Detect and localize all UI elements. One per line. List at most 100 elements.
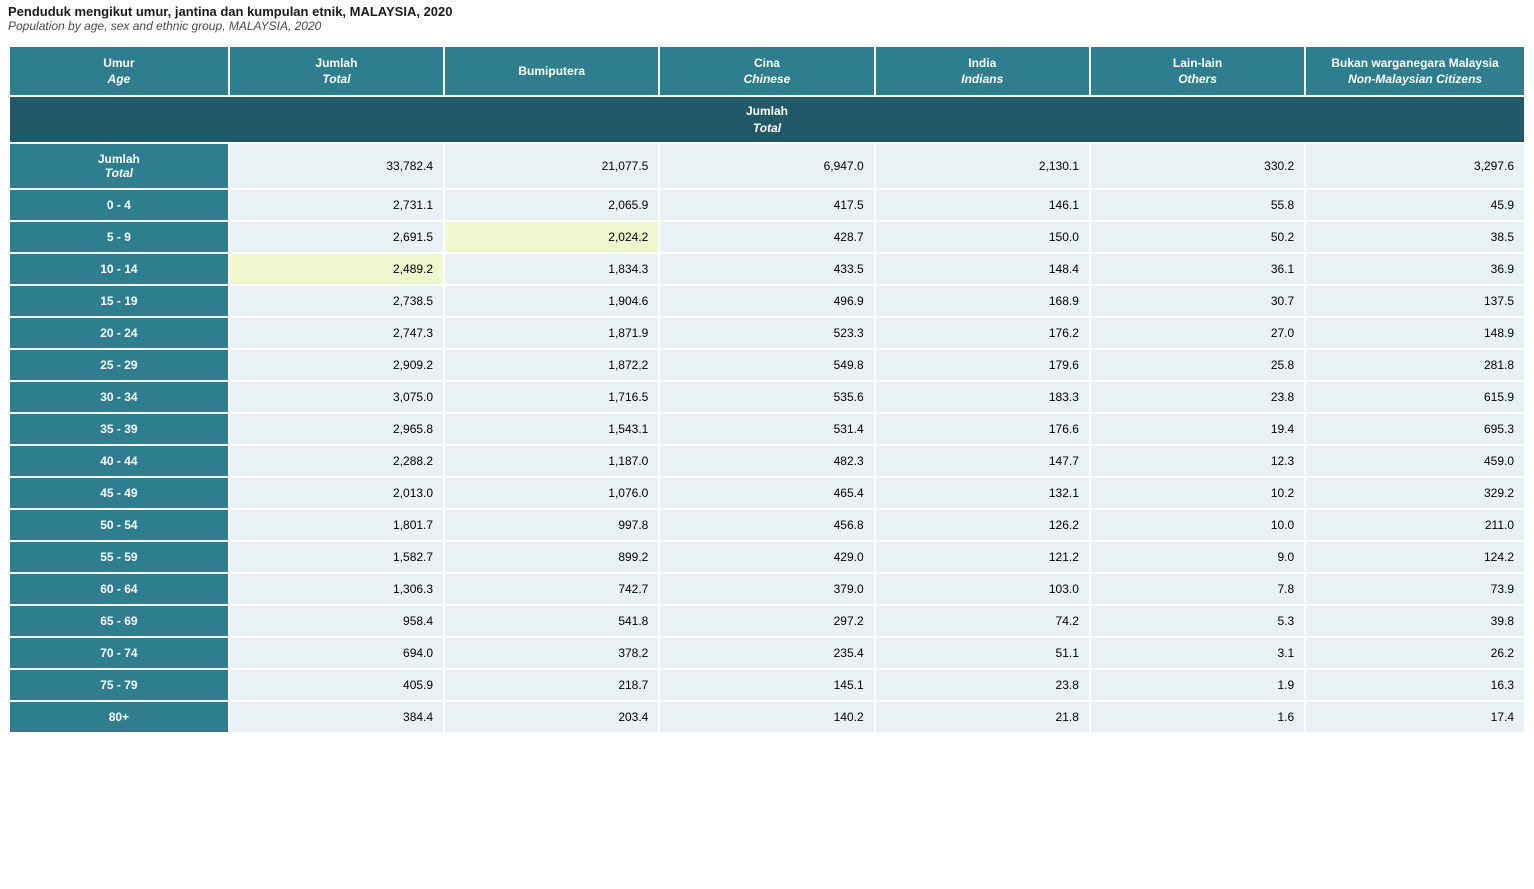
page-title-main: Penduduk mengikut umur, jantina dan kump…	[8, 4, 1526, 19]
data-cell: 36.1	[1091, 254, 1304, 284]
data-cell: 496.9	[660, 286, 873, 316]
data-cell: 203.4	[445, 702, 658, 732]
data-cell: 12.3	[1091, 446, 1304, 476]
data-cell: 73.9	[1306, 574, 1524, 604]
table-row: 55 - 591,582.7899.2429.0121.29.0124.2	[10, 542, 1524, 572]
table-row: 70 - 74694.0378.2235.451.13.126.2	[10, 638, 1524, 668]
data-cell: 7.8	[1091, 574, 1304, 604]
col-header-indians: IndiaIndians	[876, 47, 1089, 95]
data-cell: 2,731.1	[230, 190, 443, 220]
col-header-others: Lain-lainOthers	[1091, 47, 1304, 95]
row-label: 20 - 24	[10, 318, 228, 348]
col-header-sublabel: Age	[20, 71, 218, 87]
data-cell: 23.8	[1091, 382, 1304, 412]
row-label: JumlahTotal	[10, 144, 228, 188]
table-row: 60 - 641,306.3742.7379.0103.07.873.9	[10, 574, 1524, 604]
data-cell: 146.1	[876, 190, 1089, 220]
row-label: 50 - 54	[10, 510, 228, 540]
row-label-text: Jumlah	[98, 152, 140, 166]
table-row: 75 - 79405.9218.7145.123.81.916.3	[10, 670, 1524, 700]
population-table: UmurAgeJumlahTotalBumiputeraCinaChineseI…	[8, 45, 1526, 734]
data-cell: 997.8	[445, 510, 658, 540]
row-label-text: 80+	[109, 710, 129, 724]
table-row: 0 - 42,731.12,065.9417.5146.155.845.9	[10, 190, 1524, 220]
row-label: 30 - 34	[10, 382, 228, 412]
data-cell: 958.4	[230, 606, 443, 636]
data-cell: 2,909.2	[230, 350, 443, 380]
data-cell: 55.8	[1091, 190, 1304, 220]
data-cell: 2,738.5	[230, 286, 443, 316]
table-row: 25 - 292,909.21,872.2549.8179.625.8281.8	[10, 350, 1524, 380]
col-header-noncit: Bukan warganegara MalaysiaNon-Malaysian …	[1306, 47, 1524, 95]
table-header-row: UmurAgeJumlahTotalBumiputeraCinaChineseI…	[10, 47, 1524, 95]
data-cell: 103.0	[876, 574, 1089, 604]
row-label-subtext: Total	[20, 166, 218, 180]
data-cell: 148.9	[1306, 318, 1524, 348]
data-cell: 330.2	[1091, 144, 1304, 188]
table-row: 80+384.4203.4140.221.81.617.4	[10, 702, 1524, 732]
data-cell: 429.0	[660, 542, 873, 572]
col-header-age: UmurAge	[10, 47, 228, 95]
row-label-text: 35 - 39	[100, 422, 137, 436]
data-cell: 21,077.5	[445, 144, 658, 188]
row-label-text: 50 - 54	[100, 518, 137, 532]
data-cell: 50.2	[1091, 222, 1304, 252]
row-label: 70 - 74	[10, 638, 228, 668]
data-cell: 2,489.2	[230, 254, 443, 284]
data-cell: 148.4	[876, 254, 1089, 284]
data-cell: 615.9	[1306, 382, 1524, 412]
data-cell: 1,582.7	[230, 542, 443, 572]
data-cell: 523.3	[660, 318, 873, 348]
section-header-sublabel: Total	[20, 120, 1514, 136]
data-cell: 9.0	[1091, 542, 1304, 572]
data-cell: 3.1	[1091, 638, 1304, 668]
data-cell: 535.6	[660, 382, 873, 412]
row-label-text: 75 - 79	[100, 678, 137, 692]
row-label: 10 - 14	[10, 254, 228, 284]
row-label: 55 - 59	[10, 542, 228, 572]
data-cell: 482.3	[660, 446, 873, 476]
table-row: 40 - 442,288.21,187.0482.3147.712.3459.0	[10, 446, 1524, 476]
data-cell: 33,782.4	[230, 144, 443, 188]
col-header-label: Bukan warganegara Malaysia	[1331, 56, 1498, 70]
data-cell: 428.7	[660, 222, 873, 252]
table-row: 35 - 392,965.81,543.1531.4176.619.4695.3	[10, 414, 1524, 444]
data-cell: 2,747.3	[230, 318, 443, 348]
data-cell: 147.7	[876, 446, 1089, 476]
row-label: 0 - 4	[10, 190, 228, 220]
data-cell: 26.2	[1306, 638, 1524, 668]
col-header-label: India	[968, 56, 996, 70]
row-label: 25 - 29	[10, 350, 228, 380]
data-cell: 2,288.2	[230, 446, 443, 476]
data-cell: 45.9	[1306, 190, 1524, 220]
row-label: 45 - 49	[10, 478, 228, 508]
data-cell: 17.4	[1306, 702, 1524, 732]
data-cell: 2,065.9	[445, 190, 658, 220]
data-cell: 137.5	[1306, 286, 1524, 316]
table-row: 20 - 242,747.31,871.9523.3176.227.0148.9	[10, 318, 1524, 348]
data-cell: 2,691.5	[230, 222, 443, 252]
data-cell: 6,947.0	[660, 144, 873, 188]
row-label-text: 55 - 59	[100, 550, 137, 564]
data-cell: 3,075.0	[230, 382, 443, 412]
data-cell: 176.6	[876, 414, 1089, 444]
data-cell: 74.2	[876, 606, 1089, 636]
col-header-bumiputera: Bumiputera	[445, 47, 658, 95]
data-cell: 39.8	[1306, 606, 1524, 636]
data-cell: 121.2	[876, 542, 1089, 572]
data-cell: 16.3	[1306, 670, 1524, 700]
data-cell: 405.9	[230, 670, 443, 700]
section-header-row: JumlahTotal	[10, 97, 1524, 141]
col-header-total: JumlahTotal	[230, 47, 443, 95]
row-label-text: 30 - 34	[100, 390, 137, 404]
row-label-text: 0 - 4	[107, 198, 131, 212]
row-label-text: 40 - 44	[100, 454, 137, 468]
data-cell: 2,024.2	[445, 222, 658, 252]
data-cell: 183.3	[876, 382, 1089, 412]
data-cell: 695.3	[1306, 414, 1524, 444]
row-label: 60 - 64	[10, 574, 228, 604]
data-cell: 3,297.6	[1306, 144, 1524, 188]
data-cell: 281.8	[1306, 350, 1524, 380]
table-row: 5 - 92,691.52,024.2428.7150.050.238.5	[10, 222, 1524, 252]
table-body: JumlahTotalJumlahTotal33,782.421,077.56,…	[10, 97, 1524, 731]
